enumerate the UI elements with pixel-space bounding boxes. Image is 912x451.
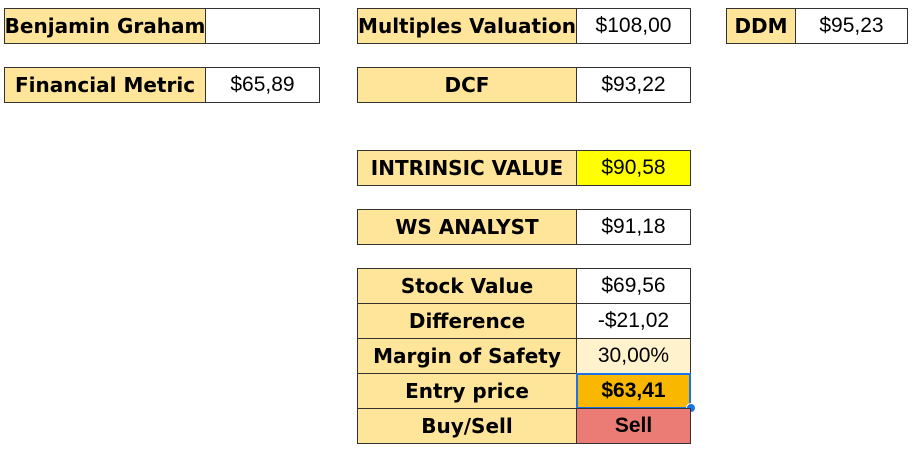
stock-value-label[interactable]: Stock Value [357,268,577,304]
financial-metric-value[interactable]: $65,89 [205,67,320,103]
intrinsic-value-value[interactable]: $90,58 [576,150,691,186]
buy-sell-label[interactable]: Buy/Sell [357,408,577,444]
ddm-label[interactable]: DDM [726,8,796,44]
benjamin-graham-value[interactable] [205,8,320,44]
margin-of-safety-label[interactable]: Margin of Safety [357,338,577,374]
margin-of-safety-value[interactable]: 30,00% [576,338,691,374]
benjamin-graham-label[interactable]: Benjamin Graham [4,8,206,44]
multiples-valuation-value[interactable]: $108,00 [576,8,691,44]
ws-analyst-value[interactable]: $91,18 [576,209,691,245]
stock-value-value[interactable]: $69,56 [576,268,691,304]
dcf-label[interactable]: DCF [357,67,577,103]
ws-analyst-label[interactable]: WS ANALYST [357,209,577,245]
intrinsic-value-label[interactable]: INTRINSIC VALUE [357,150,577,186]
entry-price-label[interactable]: Entry price [357,373,577,409]
ddm-value[interactable]: $95,23 [795,8,908,44]
difference-label[interactable]: Difference [357,303,577,339]
dcf-value[interactable]: $93,22 [576,67,691,103]
difference-value[interactable]: -$21,02 [576,303,691,339]
buy-sell-value[interactable]: Sell [576,408,691,444]
financial-metric-label[interactable]: Financial Metric [4,67,206,103]
multiples-valuation-label[interactable]: Multiples Valuation [357,8,577,44]
entry-price-value[interactable]: $63,41 [576,373,691,409]
